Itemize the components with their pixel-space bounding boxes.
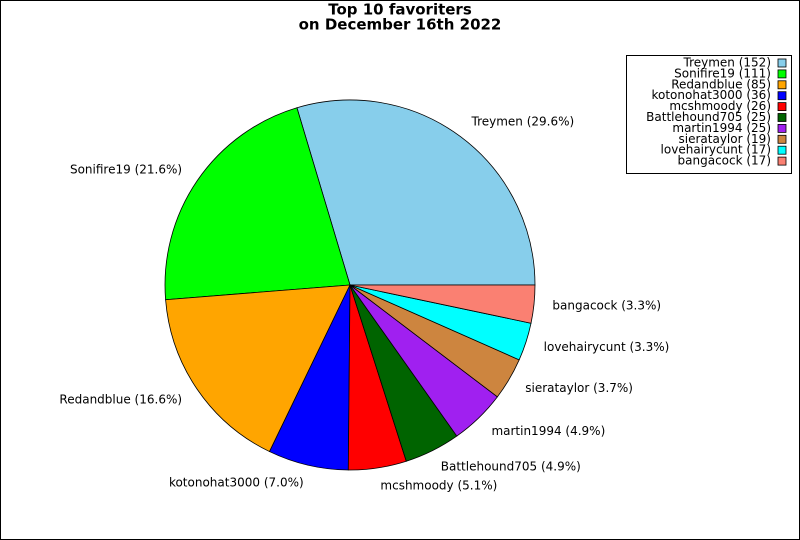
legend-swatch <box>777 91 787 101</box>
legend-swatch <box>777 113 787 122</box>
legend-swatch <box>777 69 787 79</box>
pie-slice <box>164 107 351 301</box>
legend-label: lovehairycunt (17) <box>661 143 771 157</box>
legend-swatch <box>777 145 787 155</box>
pie-slice <box>165 284 351 453</box>
legend-box <box>626 55 792 174</box>
legend-label: Battlehound705 (25) <box>646 110 771 124</box>
legend-swatch <box>777 102 787 111</box>
legend-swatch <box>777 124 787 133</box>
legend-label: mcshmoody (26) <box>669 99 771 113</box>
slice-label: Redandblue (16.6%) <box>59 392 182 406</box>
legend-label: martin1994 (25) <box>672 121 771 135</box>
slice-label: Battlehound705 (4.9%) <box>441 460 581 474</box>
slice-label: Treymen (29.6%) <box>471 114 575 128</box>
slice-label: sierataylor (3.7%) <box>525 381 633 395</box>
pie-slice <box>296 99 536 286</box>
slice-label: Sonifire19 (21.6%) <box>70 163 182 177</box>
legend-swatch <box>777 156 787 166</box>
slice-label: bangacock (3.3%) <box>552 299 661 313</box>
chart-title: on December 16th 2022 <box>299 16 502 34</box>
slice-label: mcshmoody (5.1%) <box>380 479 497 493</box>
legend-label: Sonifire19 (111) <box>674 66 771 80</box>
slice-label: martin1994 (4.9%) <box>491 424 605 438</box>
chart-title: Top 10 favoriters <box>328 1 472 19</box>
pie-slice <box>349 284 536 324</box>
legend-swatch <box>777 134 787 144</box>
legend-label: bangacock (17) <box>678 154 771 168</box>
legend-label: kotonohat3000 (36) <box>651 88 771 102</box>
legend-swatch <box>777 58 787 68</box>
legend-label: Treymen (152) <box>683 56 771 70</box>
legend-label: Redandblue (85) <box>671 77 771 91</box>
slice-label: kotonohat3000 (7.0%) <box>169 476 304 490</box>
legend-label: sierataylor (19) <box>679 132 771 146</box>
legend-swatch <box>777 80 787 90</box>
slice-label: lovehairycunt (3.3%) <box>544 340 670 354</box>
